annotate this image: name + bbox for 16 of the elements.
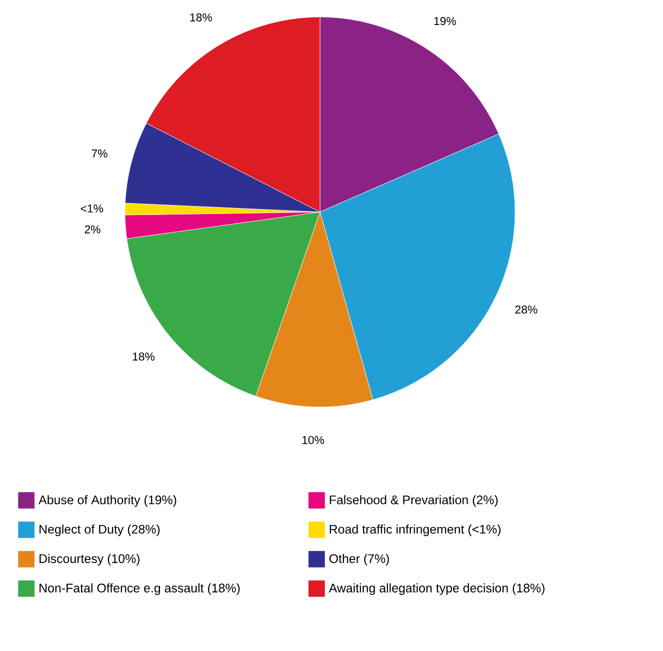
- legend-label: Other (7%): [329, 554, 389, 566]
- legend-label: Falsehood & Prevariation (2%): [330, 495, 498, 507]
- data-label: 7%: [92, 149, 108, 158]
- data-label: 18%: [190, 13, 212, 22]
- legend-label: Neglect of Duty (28%): [40, 524, 160, 536]
- legend-label: Awaiting allegation type decision (18%): [328, 583, 544, 595]
- data-label: 28%: [515, 306, 538, 314]
- data-label: <1%: [80, 204, 104, 212]
- legend-label: Discourtesy (10%): [40, 554, 140, 566]
- legend-label: Non-Fatal Offence e.g assault (18%): [40, 583, 240, 595]
- data-label: 2%: [84, 225, 100, 234]
- legend-label: Abuse of Authority (19%): [38, 495, 176, 507]
- legend-label: Road traffic infringement (<1%): [330, 524, 501, 536]
- data-label: 19%: [434, 17, 456, 26]
- data-label: 10%: [302, 436, 324, 444]
- data-label: 18%: [132, 352, 155, 361]
